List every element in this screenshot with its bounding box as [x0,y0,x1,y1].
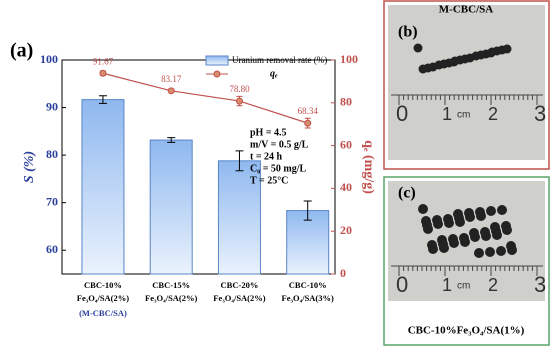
pellet [437,235,447,245]
value-label: 83.17 [161,74,182,84]
ruler-label: 3 [534,101,546,126]
pellet [501,221,511,231]
ruler-label: 2 [488,104,498,124]
legend-marker [213,70,221,78]
pellet [448,234,458,244]
pellet [449,57,459,67]
ruler-label: cm [457,110,470,121]
error-bar [98,95,107,104]
pellet [474,248,484,258]
ruler-label: 3 [534,272,546,297]
pellet [475,207,485,217]
panel-label: (a) [10,40,33,62]
y-tick-label: 90 [46,99,58,113]
x-tick-label: CBC-15% Fe₃O₄/SA(2%) [145,280,197,303]
pellet [486,206,496,216]
pellet [485,247,495,257]
photo-label: (c) [398,185,416,202]
line-marker [304,119,312,127]
pellet [428,62,438,72]
x-tick-label: CBC-10% Fe₃O₄/SA(2%) [77,280,129,303]
bar [149,139,193,275]
pellet [453,209,463,219]
y2-tick-label: 20 [340,223,352,237]
pellet [480,227,490,237]
ruler-label: 1 [442,275,452,295]
error-bar [303,200,312,221]
photo [388,5,545,160]
pellet [418,204,428,214]
pellet [469,228,479,238]
y-tick-label: 60 [46,242,58,256]
photo-title: M-CBC/SA [439,4,493,16]
annotation: T = 25°C [250,175,288,186]
line [102,72,308,124]
error-bar [167,137,176,143]
pellet [421,216,431,226]
category-note: (M-CBC/SA) [79,308,127,318]
bar [286,210,330,275]
pellet [443,214,453,224]
pellet [497,205,507,215]
y-axis-label: S (%) [22,151,37,183]
plot-frame [61,59,336,275]
photo-title: CBC-10%Fe₃O₄/SA(1%) [408,325,525,337]
ruler-label: 1 [442,104,452,124]
value-label: 78.80 [229,84,250,94]
pellet [486,48,496,58]
pellet [464,208,474,218]
pellet [496,246,506,256]
pellet [459,233,469,243]
y2-tick-label: 60 [340,137,352,151]
legend-label: Uranium removal rate (%) [232,55,327,65]
annotation: m/V = 0.5 g/L [250,139,309,150]
y-tick-label: 100 [40,52,58,66]
pellet [432,215,442,225]
value-label: 91.67 [93,56,114,66]
y2-tick-label: 40 [340,180,352,194]
ruler-label: 0 [396,101,408,126]
bar [217,160,261,275]
line-marker [167,87,175,95]
pellet [502,44,512,54]
y2-axis-label: qₑ (mg/g) [361,140,376,194]
legend-label: qₑ [270,68,278,79]
photo-label: (b) [398,24,418,41]
pellet [413,43,423,53]
value-label: 68.34 [298,106,319,116]
y-tick-label: 80 [46,147,58,161]
pellet [490,222,500,232]
x-tick-label: CBC-10% Fe₃O₄/SA(3%) [282,280,334,303]
line-marker [99,69,107,77]
y2-tick-label: 0 [340,266,346,280]
bar [81,99,125,275]
y-tick-label: 70 [46,194,58,208]
ruler-label: 0 [396,272,408,297]
pellet [506,241,516,251]
ruler-label: 2 [488,275,498,295]
ruler-label: cm [457,281,470,292]
y2-tick-label: 100 [340,52,358,66]
line-marker [235,97,243,105]
annotation: t = 24 h [250,151,283,162]
y2-tick-label: 80 [340,95,352,109]
pellet [465,53,475,63]
pellet [427,240,437,250]
legend-swatch [205,55,229,66]
annotation: C₀ = 50 mg/L [250,163,307,174]
x-tick-label: CBC-20% Fe₃O₄/SA(2%) [213,280,265,303]
error-bar [235,150,244,172]
annotation: pH = 4.5 [250,127,287,138]
